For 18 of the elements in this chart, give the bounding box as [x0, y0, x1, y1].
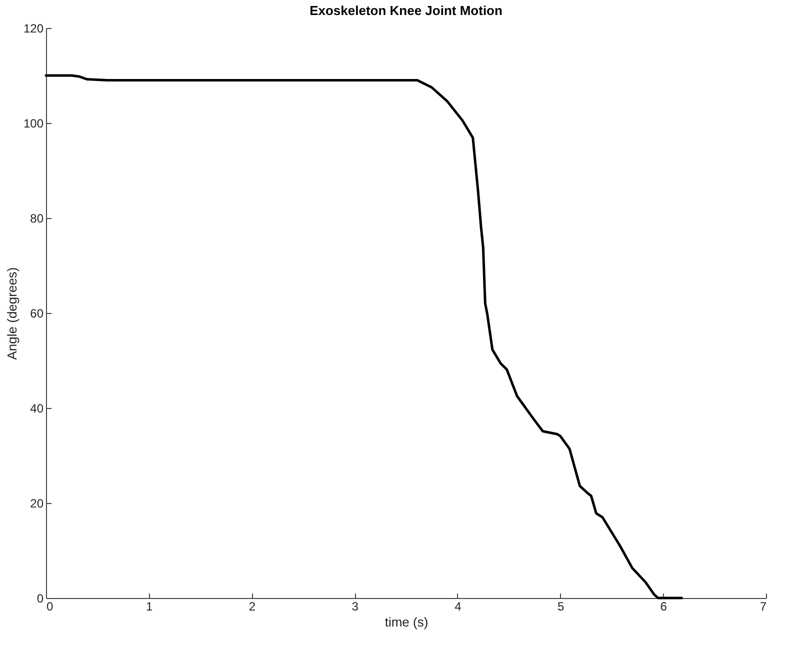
- x-tick-label: 6: [660, 600, 668, 614]
- x-tick-label: 2: [248, 600, 256, 614]
- y-tick-label: 120: [23, 22, 44, 36]
- x-tick-label: 7: [760, 600, 767, 614]
- line-series: [44, 74, 683, 600]
- x-tick-label: 1: [146, 600, 154, 614]
- x-tick-label: 3: [352, 600, 359, 614]
- y-axis-title: Angle (degrees): [4, 267, 20, 360]
- y-tick-label: 20: [30, 496, 44, 510]
- y-tick-label: 100: [23, 116, 44, 130]
- y-tick-label: 60: [30, 306, 44, 320]
- x-tick-label: 4: [454, 600, 462, 614]
- y-tick-label: 80: [30, 212, 44, 226]
- y-tick-label: 40: [30, 402, 44, 416]
- x-axis-title: time (s): [384, 614, 428, 630]
- chart-title: Exoskeleton Knee Joint Motion: [310, 3, 502, 18]
- x-tick-label: 5: [557, 600, 564, 614]
- x-tick-label: 0: [46, 600, 54, 614]
